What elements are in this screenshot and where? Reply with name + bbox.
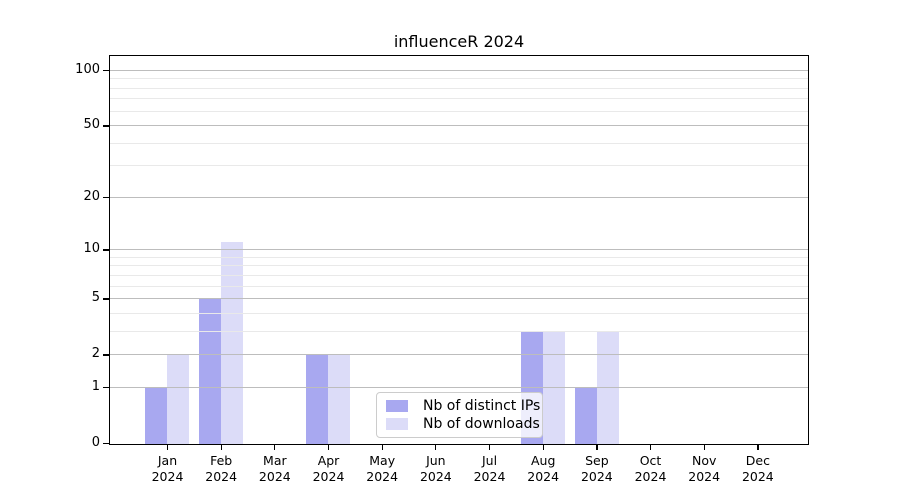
bar-nb-of-downloads-feb: [220, 242, 243, 444]
legend-row-downloads: Nb of downloads: [377, 416, 542, 432]
x-tick-mark: [757, 444, 759, 450]
gridline-minor: [109, 256, 808, 258]
y-tick-mark: [103, 354, 109, 356]
gridline-major: [109, 354, 808, 356]
y-tick-mark: [103, 387, 109, 389]
y-tick-label-100: 100: [75, 62, 100, 78]
gridline-major: [109, 125, 808, 127]
bar-nb-of-downloads-apr: [328, 354, 351, 444]
legend-swatch-distinct-ips: [386, 400, 408, 412]
x-tick-label-nov: Nov 2024: [688, 453, 721, 484]
gridline-minor: [109, 285, 808, 287]
bar-nb-of-distinct-ips-feb: [198, 298, 221, 444]
y-tick-mark: [103, 298, 109, 300]
bar-nb-of-distinct-ips-jan: [145, 386, 168, 444]
x-tick-mark: [435, 444, 437, 450]
gridline-minor: [109, 312, 808, 314]
x-tick-mark: [649, 444, 652, 450]
plot-area: [108, 54, 809, 445]
gridline-major: [109, 249, 808, 251]
gridline-major: [109, 196, 808, 198]
y-tick-label-5: 5: [91, 290, 100, 306]
legend-label-downloads: Nb of downloads: [423, 416, 540, 432]
legend-label-distinct-ips: Nb of distinct IPs: [423, 398, 541, 414]
gridline-minor: [109, 98, 808, 100]
plot-inner: [109, 56, 808, 444]
gridline-major: [109, 386, 808, 388]
gridline-minor: [109, 142, 808, 144]
legend-row-distinct-ips: Nb of distinct IPs: [377, 398, 542, 414]
y-tick-mark: [103, 70, 109, 72]
gridline-major: [109, 69, 808, 71]
x-tick-mark: [220, 444, 222, 450]
x-tick-label-jul: Jul 2024: [473, 453, 506, 484]
gridline-minor: [109, 78, 808, 80]
y-tick-mark: [103, 249, 109, 251]
y-tick-mark: [103, 197, 109, 199]
bar-nb-of-distinct-ips-sep: [574, 386, 597, 444]
bar-nb-of-distinct-ips-apr: [306, 354, 329, 444]
y-tick-label-20: 20: [83, 189, 100, 205]
gridline-minor: [109, 274, 808, 276]
x-tick-label-dec: Dec 2024: [741, 453, 774, 484]
y-tick-label-10: 10: [83, 241, 100, 257]
chart-title: influenceR 2024: [393, 32, 525, 51]
x-tick-mark: [488, 444, 491, 450]
gridline-minor: [109, 265, 808, 267]
x-tick-label-sep: Sep 2024: [580, 453, 613, 484]
x-tick-label-may: May 2024: [366, 453, 399, 484]
y-tick-mark: [103, 443, 109, 445]
x-tick-label-apr: Apr 2024: [312, 453, 345, 484]
x-tick-mark: [327, 444, 330, 450]
legend: Nb of distinct IPs Nb of downloads: [376, 392, 543, 438]
gridline-minor: [109, 110, 808, 112]
x-tick-mark: [542, 444, 544, 450]
x-tick-label-mar: Mar 2024: [258, 453, 291, 484]
y-tick-label-50: 50: [83, 117, 100, 133]
x-tick-label-oct: Oct 2024: [634, 453, 667, 484]
gridline-minor: [109, 87, 808, 89]
x-tick-mark: [381, 444, 383, 450]
bar-nb-of-downloads-jan: [167, 354, 190, 444]
x-tick-label-feb: Feb 2024: [205, 453, 238, 484]
legend-swatch-downloads: [386, 418, 408, 430]
x-tick-mark: [166, 444, 169, 450]
gridline-minor: [109, 330, 808, 332]
y-tick-label-2: 2: [91, 346, 100, 362]
gridline-major: [109, 298, 808, 300]
x-tick-label-aug: Aug 2024: [527, 453, 560, 484]
x-tick-mark: [274, 444, 276, 450]
x-tick-mark: [596, 444, 598, 450]
y-tick-label-0: 0: [91, 435, 100, 450]
x-tick-label-jan: Jan 2024: [151, 453, 184, 484]
x-tick-mark: [703, 444, 705, 450]
gridline-minor: [109, 165, 808, 167]
y-tick-label-1: 1: [91, 379, 100, 394]
x-tick-label-jun: Jun 2024: [419, 453, 452, 484]
y-tick-mark: [103, 125, 109, 127]
